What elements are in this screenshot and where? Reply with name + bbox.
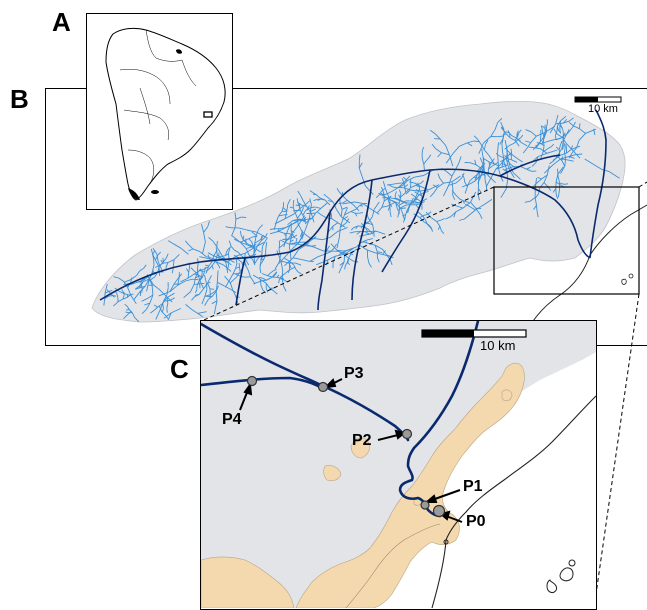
sampling-point-p3 <box>319 383 328 392</box>
scale-label-c: 10 km <box>480 338 515 353</box>
point-label-p1: P1 <box>463 479 483 495</box>
point-label-p0: P0 <box>466 514 486 530</box>
point-label-p4: P4 <box>222 412 242 428</box>
sampling-point-p2 <box>403 430 412 439</box>
point-label-p3: P3 <box>344 366 364 382</box>
sampling-point-p0 <box>434 506 445 517</box>
sampling-point-p1 <box>421 501 429 509</box>
sampling-point-p4 <box>248 377 257 386</box>
panel-letter-c: C <box>170 356 189 382</box>
point-label-p2: P2 <box>352 433 372 449</box>
scale-bar-c <box>422 330 526 337</box>
